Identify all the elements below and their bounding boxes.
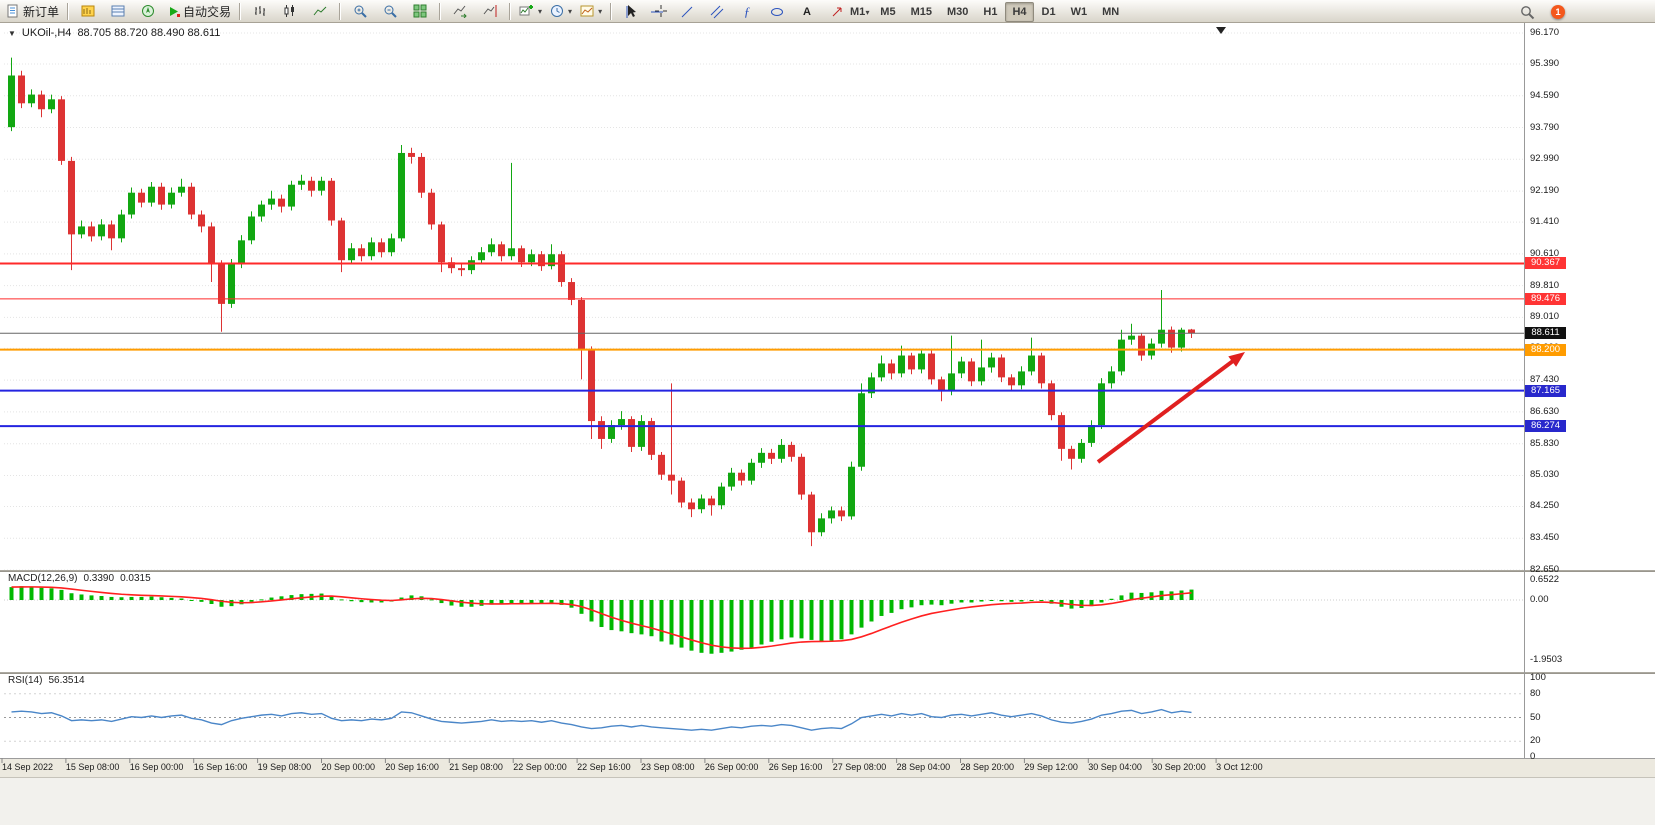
chart-shift-button[interactable] [475,0,505,22]
search-icon [1520,5,1534,19]
channel-button[interactable] [702,1,732,23]
panel-separator-macd[interactable] [0,570,1655,572]
profiles-button[interactable]: ▾ [546,0,576,22]
timeframe-w1-button[interactable]: W1 [1070,6,1088,18]
auto-trading-button[interactable]: 自动交易 [163,0,235,22]
navigator-button[interactable] [133,0,163,22]
templates-button[interactable]: ▾ [576,0,606,22]
ellipse-icon [771,8,783,16]
fibonacci-icon: ƒ [743,4,751,19]
line-chart-button[interactable] [305,0,335,22]
auto-scroll-icon [453,5,467,18]
new-order-icon [7,4,18,18]
auto-trading-icon [170,6,181,17]
zoom-in-icon [354,5,367,18]
panel-separator-rsi[interactable] [0,672,1655,674]
text-tool-icon: A [803,6,811,18]
chevron-down-icon: ▾ [568,6,573,16]
horizontal-line-button[interactable] [642,1,672,23]
toolbar-separator [509,2,512,20]
candlestick-chart-button[interactable] [275,0,305,22]
timeframe-d1-button[interactable]: D1 [1041,6,1056,18]
chevron-down-icon: ▾ [538,6,543,16]
timeframe-group: M1 M5 M15 M30 H1 H4 D1 W1 MN [843,2,1126,22]
chevron-down-icon: ▾ [865,7,870,17]
crosshair-button[interactable] [646,0,676,22]
vertical-line-button[interactable] [612,1,642,23]
toolbar-right-group: 1 [1512,1,1565,23]
cursor-icon [628,5,637,17]
search-button[interactable] [1512,1,1542,23]
toolbar-separator [239,2,242,20]
new-order-button[interactable]: 新订单 [2,0,63,22]
chart-shift-marker[interactable] [1216,27,1226,34]
arrow-tool-icon [832,7,842,17]
toolbar-separator [610,2,613,20]
market-watch-button[interactable] [73,0,103,22]
drawing-tools-group: ƒ A ▾ [612,1,882,23]
trendline-button[interactable] [672,1,702,23]
bar-chart-button[interactable] [245,0,275,22]
timeframe-m5-button[interactable]: M5 [880,6,896,18]
main-toolbar: 新订单 自动交易 ▾ ▾ ▾ ƒ A ▾ M1 M5 M15 M30 H1 H4 D1 W1 M… [0,0,1655,23]
line-chart-icon [313,6,327,16]
timeframe-m15-button[interactable]: M15 [910,6,932,18]
market-watch-icon [81,5,95,17]
crosshair-icon [655,5,668,17]
channel-icon [710,5,724,19]
tile-windows-button[interactable] [405,0,435,22]
zoom-out-icon [384,5,397,18]
template-icon [580,5,594,17]
trendline-icon [681,6,693,18]
candlestick-chart-icon [284,5,295,17]
new-chart-button[interactable]: ▾ [515,0,546,22]
arrows-button[interactable] [822,1,852,23]
auto-scroll-button[interactable] [445,0,475,22]
toolbar-separator [67,2,70,20]
text-button[interactable]: A [792,1,822,23]
zoom-out-button[interactable] [375,0,405,22]
data-window-icon [111,5,125,17]
vertical-line-icon [626,6,628,18]
cursor-button[interactable] [616,0,646,22]
notification-badge[interactable]: 1 [1551,5,1565,19]
chevron-down-icon: ▾ [598,6,603,16]
timeframe-m1-button[interactable]: M1 [850,6,866,18]
bar-chart-icon [255,6,266,16]
fibonacci-button[interactable]: ƒ [732,1,762,23]
new-order-label: 新订单 [23,4,60,19]
auto-trading-label: 自动交易 [183,4,232,19]
tools-dropdown-button[interactable]: ▾ [852,1,882,23]
timeframe-h4-button[interactable]: H4 [1005,2,1034,22]
horizontal-line-icon [651,11,663,13]
navigator-icon [142,5,155,17]
shapes-button[interactable] [762,1,792,23]
timeframe-h1-button[interactable]: H1 [983,6,998,18]
timeframe-m30-button[interactable]: M30 [946,6,969,18]
data-window-button[interactable] [103,0,133,22]
timeframe-mn-button[interactable]: MN [1102,6,1120,18]
toolbar-separator [339,2,342,20]
chart-shift-icon [483,5,497,17]
price-axis-border [1524,23,1525,758]
tile-windows-icon [413,4,427,18]
new-chart-icon [519,5,534,16]
bottom-strip [0,777,1655,825]
zoom-in-button[interactable] [345,0,375,22]
toolbar-separator [439,2,442,20]
clock-icon [551,5,564,17]
chart-window [0,23,1655,758]
time-axis[interactable] [0,758,1655,777]
